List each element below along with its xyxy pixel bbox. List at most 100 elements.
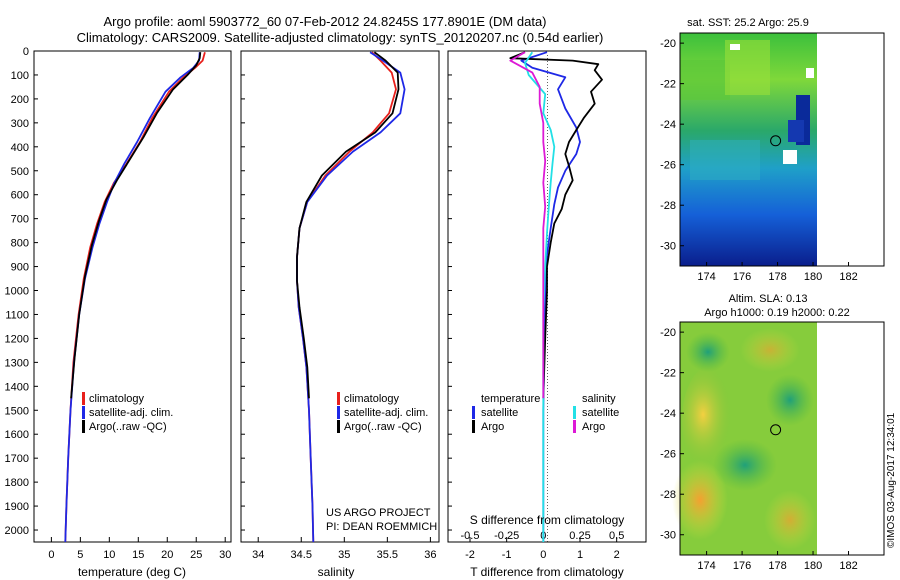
- legend-label-s-argo: Argo: [582, 421, 605, 433]
- latitude-label: -26: [660, 160, 676, 172]
- sst-map-panel: sat. SST: 25.2 Argo: 25.9 174 176 178 180 18…: [660, 17, 885, 283]
- depth-tick-label: 300: [11, 118, 29, 130]
- temperature-series: [64, 51, 206, 542]
- depth-tick-label: 1900: [5, 501, 29, 513]
- depth-tick-label: 1000: [5, 286, 29, 298]
- latitude-label: -20: [660, 327, 676, 339]
- depth-tick-label: 1700: [5, 453, 29, 465]
- s-difference-axis-label: S difference from climatology: [470, 513, 625, 527]
- latitude-label: -22: [660, 368, 676, 380]
- salinity-axis-label: salinity: [318, 565, 355, 579]
- pi-annotation: PI: DEAN ROEMMICH: [326, 521, 437, 533]
- project-annotation: US ARGO PROJECT: [326, 507, 431, 519]
- longitude-label: 180: [804, 560, 822, 572]
- legend-swatch-argo: [82, 420, 85, 433]
- legend-swatch-climatology: [337, 392, 340, 405]
- header-line-1: Argo profile: aoml 5903772_60 07-Feb-201…: [103, 14, 546, 29]
- latitude-label: -20: [660, 38, 676, 50]
- sla-patch: [713, 439, 777, 491]
- longitude-label: 178: [768, 271, 786, 283]
- cloud-gap: [730, 44, 740, 50]
- s-tick-label: 0.5: [609, 530, 624, 542]
- s-tick-label: 0.25: [569, 530, 590, 542]
- series-argo-raw-qc: [296, 51, 400, 399]
- temperature-legend: climatology satellite-adj. clim. Argo(..…: [82, 392, 173, 433]
- legend-label-argo: Argo(..raw -QC): [89, 421, 167, 433]
- latitude-label: -24: [660, 119, 676, 131]
- longitude-label: 174: [697, 560, 715, 572]
- x-tick-label: -1: [502, 549, 512, 561]
- temperature-profile-panel: 0100200300400500600700800900100011001200…: [5, 46, 452, 579]
- legend-label-satellite: satellite-adj. clim.: [344, 407, 428, 419]
- s-difference-axis: -0.5 -0.25 0 0.25 0.5: [461, 530, 625, 542]
- legend-swatch-satellite: [337, 406, 340, 419]
- depth-tick-label: 1500: [5, 405, 29, 417]
- x-tick-label: 0: [540, 549, 546, 561]
- depth-tick-label: 700: [11, 214, 29, 226]
- depth-tick-label: 1200: [5, 333, 29, 345]
- sla-patch: [740, 328, 800, 372]
- depth-tick-label: 1600: [5, 429, 29, 441]
- series-satellite-adj-clim: [296, 51, 406, 542]
- argo-position-marker: [770, 135, 782, 147]
- series-salinity-satellite: [524, 51, 556, 542]
- legend-label-climatology: climatology: [344, 393, 400, 405]
- depth-tick-label: 0: [23, 46, 29, 58]
- x-tick-label: 1: [577, 549, 583, 561]
- series-climatology: [64, 51, 206, 542]
- legend-label-t-argo: Argo: [481, 421, 504, 433]
- legend-swatch-s-argo: [573, 420, 576, 433]
- x-tick-label: 35.5: [377, 549, 398, 561]
- temperature-axis-label: temperature (deg C): [78, 565, 186, 579]
- sla-map-title: Altim. SLA: 0.13: [729, 293, 808, 305]
- x-tick-label: 2: [614, 549, 620, 561]
- s-tick-label: -0.25: [494, 530, 519, 542]
- salinity-axis: 34 34.5 35 35.5 36: [252, 537, 437, 561]
- depth-tick-label: 900: [11, 262, 29, 274]
- sla-patch: [764, 490, 816, 550]
- s-tick-label: -0.5: [461, 530, 480, 542]
- x-tick-label: 34.5: [291, 549, 312, 561]
- argo-position-marker: [770, 424, 782, 436]
- longitude-label: 178: [768, 560, 786, 572]
- longitude-label: 176: [733, 271, 751, 283]
- sla-patch: [686, 332, 730, 372]
- x-tick-label: 30: [219, 549, 231, 561]
- longitude-label: 176: [733, 560, 751, 572]
- x-tick-label: 20: [161, 549, 173, 561]
- difference-profile-panel: -2 -1 0 1 2 -0.5 -0.25 0 0.25 0.5 T difference f…: [447, 50, 647, 579]
- depth-tick-label: 500: [11, 166, 29, 178]
- longitude-label: 174: [697, 271, 715, 283]
- header-line-2: Climatology: CARS2009. Satellite-adjuste…: [77, 30, 604, 45]
- latitude-label: -30: [660, 530, 676, 542]
- legend-label-s-satellite: satellite: [582, 407, 619, 419]
- depth-tick-label: 2000: [5, 525, 29, 537]
- sla-patches: [672, 328, 816, 550]
- latitude-label: -30: [660, 241, 676, 253]
- latitude-label: -28: [660, 200, 676, 212]
- series-temperature-satellite: [520, 51, 581, 542]
- sla-patch: [766, 374, 814, 426]
- legend-label-t-satellite: satellite: [481, 407, 518, 419]
- legend-swatch-argo: [337, 420, 340, 433]
- legend-swatch-t-satellite: [472, 406, 475, 419]
- depth-tick-label: 1800: [5, 477, 29, 489]
- x-tick-label: 10: [103, 549, 115, 561]
- sla-patch: [672, 460, 728, 540]
- sla-map-panel: Altim. SLA: 0.13 Argo h1000: 0.19 h2000:…: [660, 293, 885, 572]
- legend-header-temperature: temperature: [481, 393, 540, 405]
- x-tick-label: 25: [190, 549, 202, 561]
- depth-tick-label: 1300: [5, 357, 29, 369]
- sst-patch: [788, 120, 804, 142]
- longitude-label: 182: [839, 271, 857, 283]
- x-tick-label: -2: [465, 549, 475, 561]
- x-tick-label: 0: [48, 549, 54, 561]
- latitude-label: -26: [660, 449, 676, 461]
- latitude-label: -24: [660, 408, 676, 420]
- legend-label-argo: Argo(..raw -QC): [344, 421, 422, 433]
- depth-tick-label: 600: [11, 190, 29, 202]
- x-tick-label: 35: [338, 549, 350, 561]
- legend-swatch-t-argo: [472, 420, 475, 433]
- x-tick-label: 34: [252, 549, 264, 561]
